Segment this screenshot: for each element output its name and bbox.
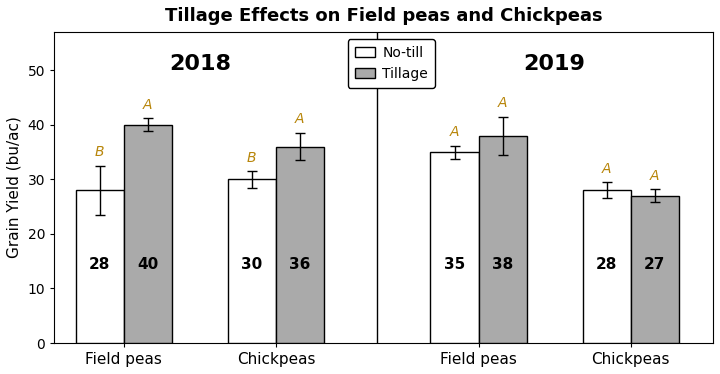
Bar <box>76 190 124 343</box>
Text: 2018: 2018 <box>169 54 231 74</box>
Bar <box>631 196 679 343</box>
Text: 27: 27 <box>644 257 665 272</box>
Text: A: A <box>143 98 153 112</box>
Bar <box>582 190 631 343</box>
Text: 38: 38 <box>492 257 513 272</box>
Title: Tillage Effects on Field peas and Chickpeas: Tillage Effects on Field peas and Chickp… <box>165 7 603 25</box>
Bar <box>479 136 527 343</box>
Y-axis label: Grain Yield (bu/ac): Grain Yield (bu/ac) <box>7 117 22 258</box>
Text: 28: 28 <box>89 257 110 272</box>
Text: A: A <box>498 96 508 110</box>
Text: A: A <box>650 169 660 183</box>
Legend: No-till, Tillage: No-till, Tillage <box>348 39 435 88</box>
Bar <box>228 180 276 343</box>
Text: B: B <box>95 145 104 159</box>
Text: 2019: 2019 <box>523 54 585 74</box>
Text: A: A <box>450 125 459 139</box>
Text: A: A <box>295 113 305 126</box>
Bar <box>124 125 172 343</box>
Bar <box>276 147 324 343</box>
Bar <box>431 152 479 343</box>
Text: 36: 36 <box>289 257 310 272</box>
Text: 30: 30 <box>241 257 263 272</box>
Text: 28: 28 <box>596 257 617 272</box>
Text: 40: 40 <box>138 257 158 272</box>
Text: B: B <box>247 151 256 165</box>
Text: A: A <box>602 162 611 175</box>
Text: 35: 35 <box>444 257 465 272</box>
